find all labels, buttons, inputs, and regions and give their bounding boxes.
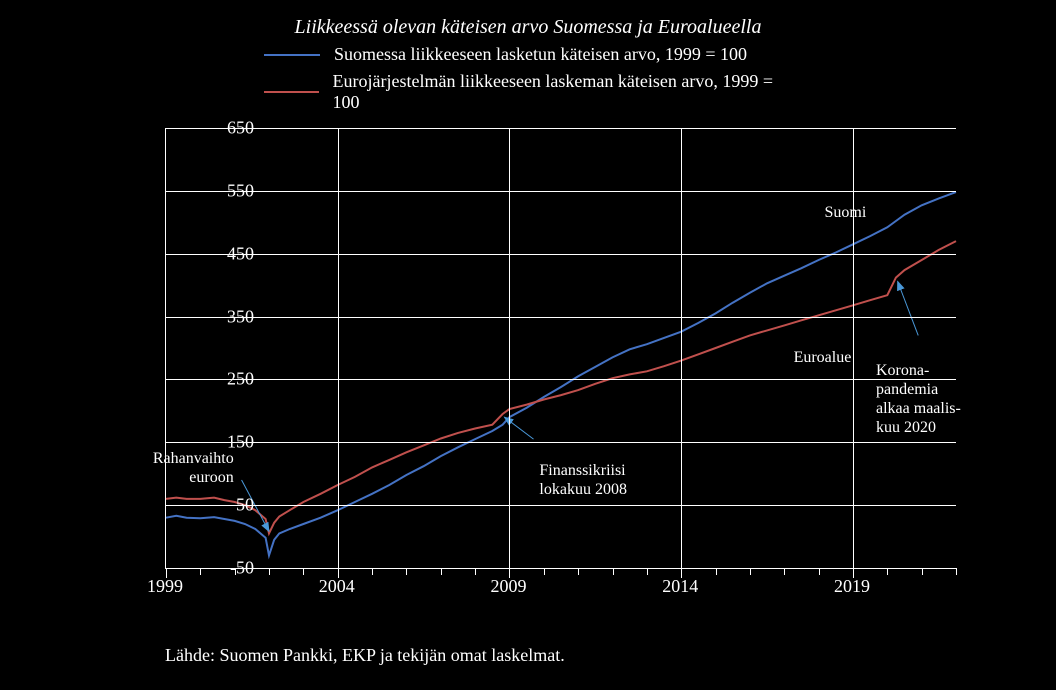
x-tick-minor (716, 568, 717, 575)
y-axis-label: 450 (227, 243, 254, 264)
gridline-h (166, 254, 956, 255)
x-axis-label: 2019 (834, 576, 870, 597)
gridline-h (166, 379, 956, 380)
legend-label: Eurojärjestelmän liikkeeseen laskeman kä… (333, 71, 792, 113)
x-tick-minor (406, 568, 407, 575)
series-suomi (166, 192, 956, 555)
gridline-h (166, 128, 956, 129)
legend: Suomessa liikkeeseen lasketun käteisen a… (264, 44, 792, 113)
y-axis-label: 50 (236, 495, 254, 516)
x-tick-minor (922, 568, 923, 575)
x-tick-minor (647, 568, 648, 575)
legend-item: Eurojärjestelmän liikkeeseen laskeman kä… (264, 71, 792, 113)
gridline-h (166, 317, 956, 318)
x-tick-minor (750, 568, 751, 575)
annotation-finanssikriisi: Finanssikriisi lokakuu 2008 (539, 461, 627, 499)
x-tick-minor (784, 568, 785, 575)
x-axis-label: 1999 (147, 576, 183, 597)
y-axis-label: 250 (227, 369, 254, 390)
x-tick-minor (269, 568, 270, 575)
gridline-v (338, 128, 339, 568)
annotation-suomi-label: Suomi (824, 203, 866, 222)
source-text: Lähde: Suomen Pankki, EKP ja tekijän oma… (165, 645, 565, 666)
gridline-h (166, 505, 956, 506)
gridline-v (509, 128, 510, 568)
x-axis-label: 2014 (662, 576, 698, 597)
legend-label: Suomessa liikkeeseen lasketun käteisen a… (334, 44, 747, 65)
gridline-v (681, 128, 682, 568)
annotation-rahanvaihto: Rahanvaihto euroon (153, 449, 234, 487)
gridline-h (166, 191, 956, 192)
legend-swatch-1 (264, 91, 319, 93)
x-tick-minor (200, 568, 201, 575)
y-axis-label: -50 (230, 558, 254, 579)
x-tick-minor (887, 568, 888, 575)
gridline-h (166, 442, 956, 443)
y-axis-label: 650 (227, 118, 254, 139)
chart-container: Liikkeessä olevan käteisen arvo Suomessa… (0, 0, 1056, 690)
annotation-arrow-korona (898, 281, 919, 335)
x-tick-minor (613, 568, 614, 575)
x-tick-minor (303, 568, 304, 575)
x-tick-minor (441, 568, 442, 575)
y-axis-label: 550 (227, 180, 254, 201)
x-axis-label: 2004 (319, 576, 355, 597)
legend-swatch-0 (264, 54, 320, 56)
gridline-v (853, 128, 854, 568)
x-tick-minor (372, 568, 373, 575)
x-tick-minor (819, 568, 820, 575)
x-tick-minor (578, 568, 579, 575)
annotation-korona: Korona- pandemia alkaa maalis- kuu 2020 (876, 361, 961, 438)
x-tick-minor (475, 568, 476, 575)
legend-item: Suomessa liikkeeseen lasketun käteisen a… (264, 44, 747, 65)
x-axis-label: 2009 (490, 576, 526, 597)
y-axis-label: 350 (227, 306, 254, 327)
x-tick-minor (544, 568, 545, 575)
x-tick-minor (956, 568, 957, 575)
annotation-euroalue-label: Euroalue (794, 348, 852, 367)
chart-title: Liikkeessä olevan käteisen arvo Suomessa… (0, 16, 1056, 39)
